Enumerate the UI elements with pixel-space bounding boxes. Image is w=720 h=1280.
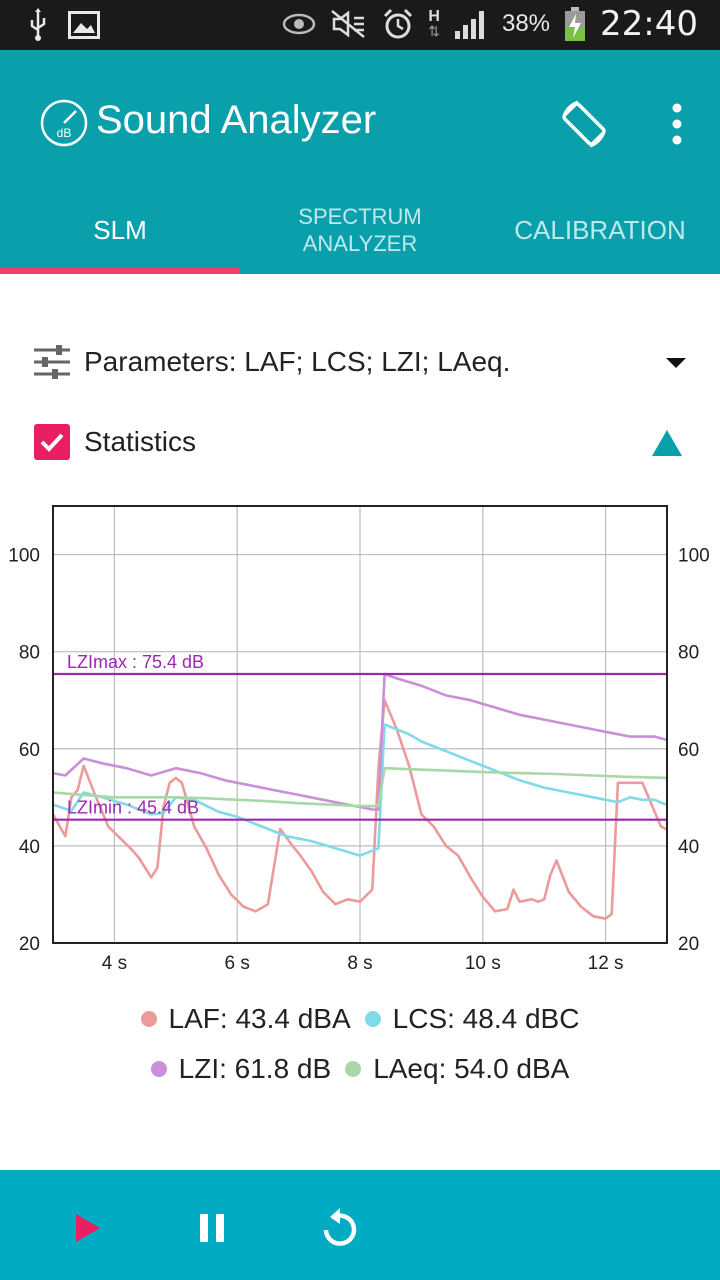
usb-icon (30, 8, 46, 41)
series-line-lzi (52, 672, 668, 811)
eye-icon (282, 13, 316, 35)
legend-lzi-dot (150, 1061, 167, 1077)
network-type: H (428, 8, 440, 25)
clock: 22:40 (600, 4, 698, 44)
play-icon[interactable] (60, 1200, 116, 1256)
tab-slm[interactable]: SLM (93, 214, 147, 245)
statistics-checkbox[interactable] (34, 424, 70, 460)
y-tick-label-right: 80 (678, 643, 699, 664)
legend-laf: LAF: 43.4 dBA (140, 1003, 351, 1035)
y-tick-label-left: 20 (19, 934, 40, 955)
collapse-arrow-icon[interactable] (650, 428, 684, 458)
tab-spectrum-analyzer[interactable]: SPECTRUM ANALYZER (298, 204, 422, 256)
legend-lcs: LCS: 48.4 dBC (364, 1003, 580, 1035)
y-tick-label-right: 40 (678, 837, 699, 858)
alarm-icon (384, 8, 413, 39)
y-tick-label-right: 60 (678, 740, 699, 761)
network-h-icon: H ⇅ (428, 8, 440, 39)
app-bar (0, 50, 720, 274)
battery-icon (565, 7, 586, 41)
control-bar (0, 1170, 720, 1280)
parameters-label: Parameters: LAF; LCS; LZI; LAeq. (84, 346, 511, 377)
annotation-label-0: LZImax : 75.4 dB (67, 652, 204, 672)
reset-icon[interactable] (312, 1200, 368, 1256)
rotate-screen-icon[interactable] (556, 96, 612, 152)
y-tick-label-left: 60 (19, 740, 40, 761)
battery-percent: 38% (501, 10, 551, 37)
plot-frame (52, 505, 668, 944)
tab-calibration[interactable]: CALIBRATION (514, 214, 686, 245)
x-tick-label: 10 s (465, 953, 501, 974)
legend-lzi-label: LZI: 61.8 dB (178, 1053, 332, 1084)
legend-laeq-label: LAeq: 54.0 dBA (373, 1053, 570, 1084)
y-tick-label-left: 100 (8, 546, 40, 567)
mute-icon (331, 10, 366, 38)
x-tick-label: 12 s (588, 953, 624, 974)
y-tick-label-right: 20 (678, 934, 699, 955)
y-tick-label-left: 40 (19, 837, 40, 858)
legend-laeq: LAeq: 54.0 dBA (345, 1053, 569, 1085)
statistics-label: Statistics (84, 426, 197, 457)
svg-text:dB: dB (57, 126, 72, 140)
db-gauge-icon: dB (40, 99, 88, 147)
y-tick-label-left: 80 (19, 643, 40, 664)
more-options-icon[interactable] (660, 100, 694, 148)
legend-lzi: LZI: 61.8 dB (150, 1053, 332, 1085)
x-tick-label: 4 s (102, 953, 127, 974)
sliders-icon (34, 345, 70, 379)
x-tick-label: 8 s (347, 953, 372, 974)
image-icon (68, 11, 100, 39)
series-line-laf (51, 698, 668, 921)
pause-icon[interactable] (184, 1200, 240, 1256)
x-tick-label: 6 s (225, 953, 250, 974)
app-title: Sound Analyzer (96, 98, 377, 142)
annotation-label-1: LZImin : 45.4 dB (67, 798, 199, 818)
sound-level-chart: LZImax : 75.4 dB LZImin : 45.4 dB 20 20 40 40… (8, 505, 710, 974)
legend-laeq-dot (345, 1061, 362, 1077)
checkmark-icon (40, 433, 64, 452)
y-tick-label-right: 100 (678, 546, 710, 567)
parameters-selector[interactable]: Parameters: LAF; LCS; LZI; LAeq. (0, 330, 720, 396)
statistics-row: Statistics (0, 412, 720, 472)
status-bar: H ⇅ 38% 22:40 (0, 0, 720, 50)
series-line-laeq (52, 766, 668, 808)
tab-bar: SLM SPECTRUM ANALYZER CALIBRATION (0, 190, 720, 274)
legend-lcs-label: LCS: 48.4 dBC (392, 1003, 580, 1034)
legend-laf-dot (140, 1011, 157, 1027)
dropdown-arrow-icon[interactable] (664, 356, 688, 370)
legend-lcs-dot (364, 1011, 381, 1027)
signal-icon (454, 11, 484, 39)
tab-indicator (0, 268, 240, 274)
legend-laf-label: LAF: 43.4 dBA (168, 1003, 351, 1034)
chart-legend: LAF: 43.4 dBA LCS: 48.4 dBC LZI: 61.8 dB… (0, 996, 720, 1096)
